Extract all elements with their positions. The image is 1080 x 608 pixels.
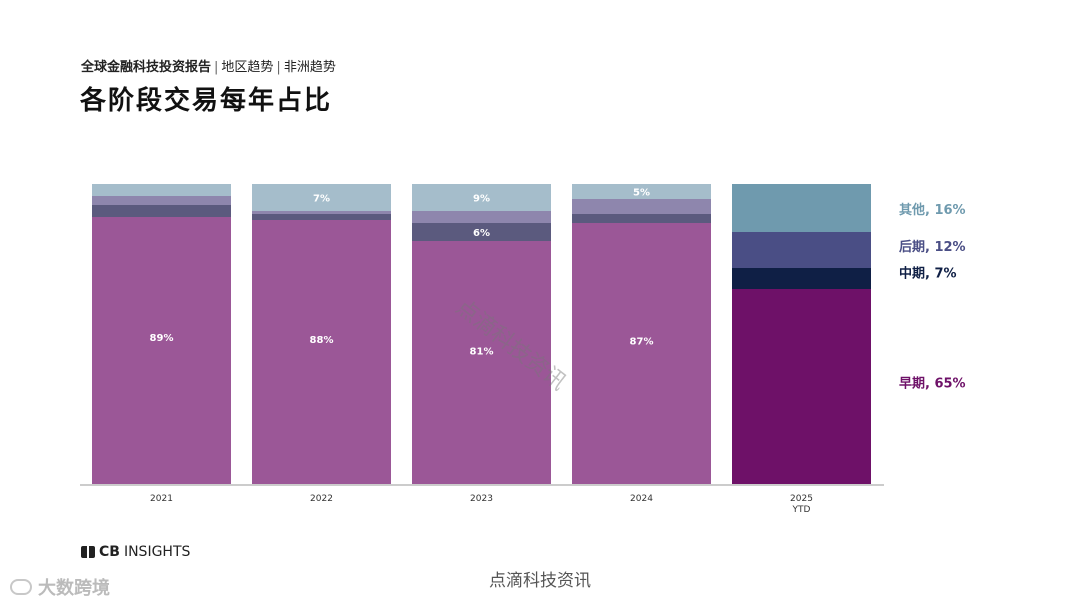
bar-segment-mid-3 <box>412 223 551 241</box>
x-tick-label: 2023 <box>470 494 493 504</box>
corner-watermark: 大数跨境 <box>10 574 110 600</box>
bar-segment-late-5 <box>732 232 871 268</box>
bar-segment-other-3 <box>412 184 551 211</box>
legend-entry-late: 后期, 12% <box>899 239 966 255</box>
bar-segment-early-4 <box>572 223 711 484</box>
bar-segment-other-4 <box>572 184 711 199</box>
x-tick-label: 2025 <box>790 494 813 504</box>
breadcrumb: 全球金融科技投资报告 | 地区趋势 | 非洲趋势 <box>81 56 336 75</box>
bar-segment-mid-2 <box>252 214 391 220</box>
bar-segment-late-2 <box>252 211 391 214</box>
bar-segment-other-2 <box>252 184 391 211</box>
corner-logo-icon <box>10 579 32 595</box>
data-label-early-3: 81% <box>470 346 494 357</box>
bar-segment-other-5 <box>732 184 871 232</box>
data-label-early-2: 88% <box>310 335 334 346</box>
breadcrumb-sub: 非洲趋势 <box>283 60 336 75</box>
x-tick-label: 2022 <box>310 494 333 504</box>
legend-entry-early: 早期, 65% <box>899 377 966 392</box>
bar-segment-mid-4 <box>572 214 711 223</box>
cb-logo-icon <box>81 546 95 558</box>
legend-entry-other: 其他, 16% <box>899 202 966 218</box>
data-label-early-1: 89% <box>150 333 174 344</box>
data-label-early-4: 87% <box>630 336 654 347</box>
data-label-other-2: 7% <box>313 194 330 205</box>
bar-segment-other-1 <box>92 184 231 196</box>
bar-segment-early-5 <box>732 289 871 484</box>
corner-mark-text: 大数跨境 <box>38 578 110 599</box>
brand-insights: INSIGHTS <box>123 544 191 560</box>
bar-segment-early-3 <box>412 241 551 484</box>
breadcrumb-main: 全球金融科技投资报告 <box>81 60 212 75</box>
breadcrumb-region: 地区趋势 <box>221 60 274 75</box>
breadcrumb-separator: | <box>214 60 219 75</box>
bar-segment-late-1 <box>92 196 231 205</box>
bar-segment-late-3 <box>412 211 551 223</box>
bar-segment-mid-5 <box>732 268 871 289</box>
bar-segment-mid-1 <box>92 205 231 217</box>
legend-entry-mid: 中期, 7% <box>899 266 957 282</box>
source-mark: 点滴科技资讯 <box>489 571 591 591</box>
bar-segment-early-1 <box>92 217 231 484</box>
brand-cb: CB <box>99 544 120 560</box>
data-label-other-3: 9% <box>473 194 490 205</box>
data-label-mid-3: 6% <box>473 228 490 239</box>
page-title: 各阶段交易每年占比 <box>80 86 333 116</box>
x-tick-label: YTD <box>792 505 811 515</box>
breadcrumb-separator: | <box>276 60 281 75</box>
x-tick-label: 2024 <box>630 494 653 504</box>
bar-segment-early-2 <box>252 220 391 484</box>
bar-segment-late-4 <box>572 199 711 214</box>
brand-logo: CB INSIGHTS <box>81 544 190 560</box>
x-tick-label: 2021 <box>150 494 173 504</box>
data-label-other-4: 5% <box>633 188 650 199</box>
